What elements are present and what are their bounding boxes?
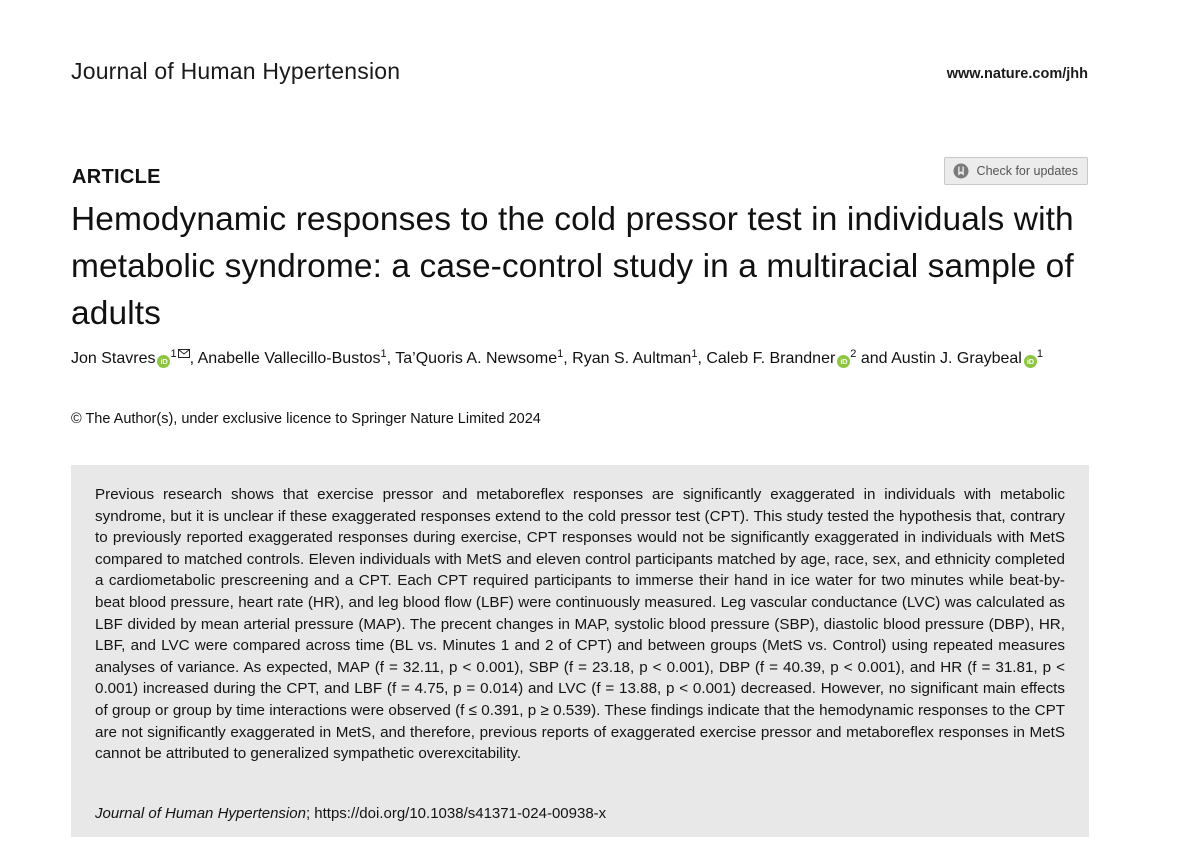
journal-name: Journal of Human Hypertension — [71, 58, 401, 84]
author-name[interactable]: Austin J. Graybeal — [891, 350, 1022, 367]
orcid-icon[interactable]: iD — [837, 355, 851, 368]
affiliation-marker: 1 — [1036, 348, 1043, 360]
envelope-icon[interactable] — [177, 349, 190, 358]
author-name[interactable]: Caleb F. Brandner — [706, 350, 836, 367]
affiliation-marker: 2 — [850, 348, 857, 360]
affiliation-marker: 1 — [170, 348, 177, 360]
abstract-box: Previous research shows that exercise pr… — [71, 465, 1089, 837]
orcid-icon[interactable]: iD — [1023, 355, 1037, 368]
article-type-label: ARTICLE — [72, 166, 161, 188]
author-separator: , — [563, 350, 573, 367]
article-title: Hemodynamic responses to the cold presso… — [71, 201, 1074, 332]
author-list: Jon Stavres iD1, Anabelle Vallecillo-Bust… — [71, 347, 1091, 370]
author-separator: , — [697, 350, 707, 367]
copyright-line: © The Author(s), under exclusive licence… — [71, 411, 541, 427]
affiliation-marker: 1 — [380, 348, 387, 360]
bookmark-badge-icon — [953, 163, 969, 179]
check-for-updates-button[interactable]: Check for updates — [943, 157, 1088, 185]
author-name[interactable]: Anabelle Vallecillo-Bustos — [197, 350, 381, 367]
author-separator: and — [856, 350, 892, 367]
citation-journal: Journal of Human Hypertension — [95, 805, 306, 822]
author-separator: , — [189, 350, 198, 367]
abstract-text: Previous research shows that exercise pr… — [95, 486, 1065, 763]
author-name[interactable]: Ta’Quoris A. Newsome — [395, 350, 558, 367]
citation-doi[interactable]: ; https://doi.org/10.1038/s41371-024-009… — [305, 805, 607, 822]
orcid-icon[interactable]: iD — [157, 355, 171, 368]
journal-url[interactable]: www.nature.com/jhh — [946, 66, 1088, 82]
affiliation-marker: 1 — [557, 348, 564, 360]
check-for-updates-label: Check for updates — [976, 164, 1078, 178]
affiliation-marker: 1 — [691, 348, 698, 360]
author-name[interactable]: Ryan S. Aultman — [572, 350, 692, 367]
author-name[interactable]: Jon Stavres — [71, 350, 156, 367]
citation-line: Journal of Human Hypertension; https://d… — [95, 805, 606, 822]
author-separator: , — [386, 350, 396, 367]
